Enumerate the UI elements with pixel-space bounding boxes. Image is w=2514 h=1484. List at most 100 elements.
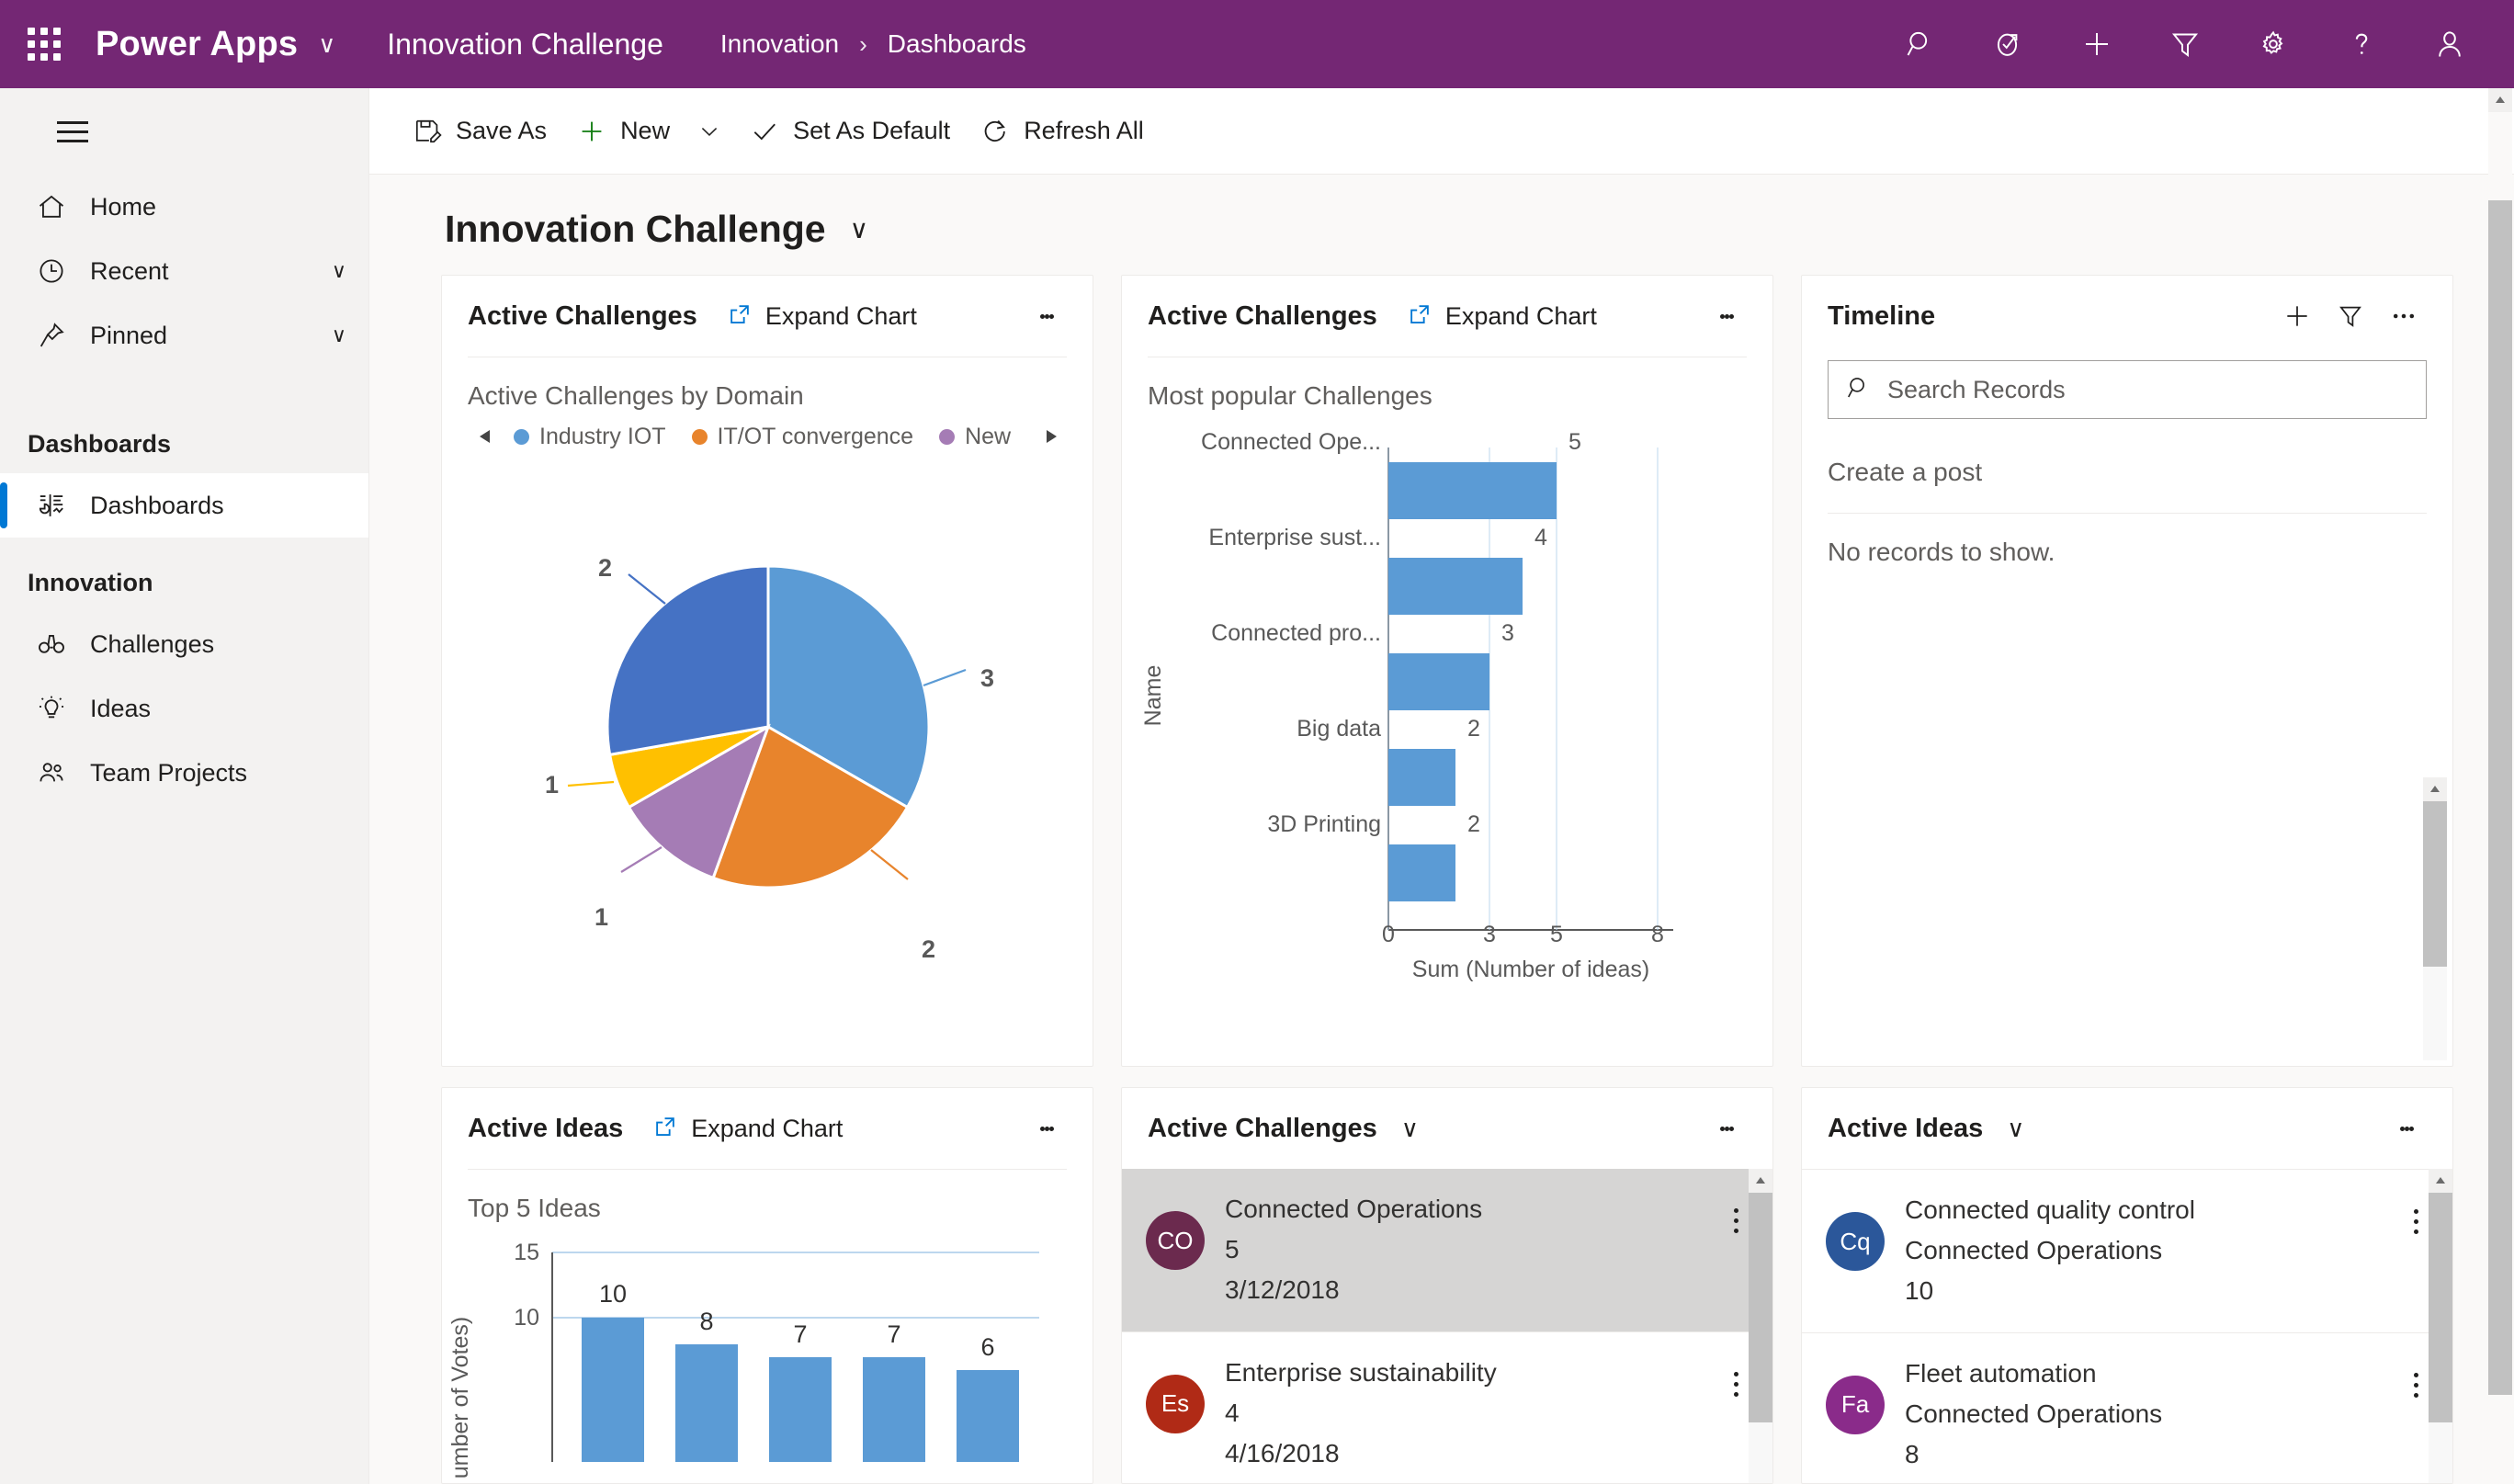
horizontal-bar-chart[interactable]: Name Connected Ope... Enterprise sust...… <box>1122 411 1772 1054</box>
page-scrollbar[interactable] <box>2488 88 2512 1484</box>
table-row[interactable]: Es Enterprise sustainability 4 4/16/2018 <box>1122 1332 1772 1483</box>
timeline-scrollbar[interactable] <box>2423 777 2447 1060</box>
legend-prev-arrow-icon[interactable] <box>468 422 504 451</box>
sidebar-item-dashboards[interactable]: Dashboards <box>0 473 368 538</box>
row-more-options-button[interactable] <box>1717 1353 1754 1399</box>
scroll-up-arrow-icon[interactable] <box>1749 1169 1772 1193</box>
chevron-down-icon[interactable]: ∨ <box>331 323 346 346</box>
column-value-label: 8 <box>699 1308 714 1335</box>
scroll-up-arrow-icon[interactable] <box>2429 1169 2452 1193</box>
scrollbar-thumb[interactable] <box>1749 1193 1772 1422</box>
clock-icon <box>26 255 77 287</box>
scrollbar-thumb[interactable] <box>2488 200 2512 1395</box>
command-bar: Save As New Set As Default <box>369 88 2514 175</box>
bar-3 <box>1388 653 1489 710</box>
legend-item[interactable]: IT/OT convergence <box>691 424 913 450</box>
gear-icon[interactable] <box>2229 0 2317 88</box>
column-value-label: 6 <box>980 1333 995 1361</box>
quick-assist-icon[interactable] <box>1965 0 2053 88</box>
breadcrumb-item-innovation[interactable]: Innovation <box>719 29 840 58</box>
legend-item[interactable]: Industry IOT <box>514 424 666 450</box>
plus-icon[interactable] <box>2271 289 2324 343</box>
scrollbar-thumb[interactable] <box>2423 801 2447 967</box>
save-as-button[interactable]: Save As <box>397 100 561 163</box>
filter-icon[interactable] <box>2141 0 2229 88</box>
refresh-all-button[interactable]: Refresh All <box>965 100 1159 163</box>
idea-parent: Connected Operations <box>1905 1399 2163 1428</box>
expand-chart-button[interactable]: Expand Chart <box>1407 301 1597 332</box>
card-more-options-button[interactable] <box>2383 1100 2430 1157</box>
card-more-options-button[interactable] <box>1703 288 1750 345</box>
legend-next-arrow-icon[interactable] <box>1032 422 1069 451</box>
chevron-down-icon[interactable]: ∨ <box>331 259 346 282</box>
row-content: Connected quality control Connected Oper… <box>1905 1190 2397 1312</box>
expand-chart-button[interactable]: Expand Chart <box>727 301 917 332</box>
card-header: Active Ideas ∨ <box>1802 1088 2452 1169</box>
search-icon[interactable] <box>1876 0 1965 88</box>
pie-chart-svg <box>567 564 967 889</box>
app-shell: Home Recent ∨ Pinned ∨ Dashboards <box>0 88 2514 1484</box>
chevron-down-icon[interactable]: ∨ <box>318 29 336 58</box>
row-more-options-button[interactable] <box>2397 1190 2434 1237</box>
row-more-options-button[interactable] <box>1717 1189 1754 1236</box>
avatar: Fa <box>1826 1375 1885 1434</box>
brand-label: Power Apps <box>96 24 299 63</box>
view-selector-chevron-down-icon[interactable]: ∨ <box>2007 1114 2025 1142</box>
pie-chart[interactable]: 3 2 1 1 2 <box>442 451 1093 1021</box>
row-more-options-button[interactable] <box>2397 1354 2434 1400</box>
new-label: New <box>620 117 671 144</box>
ellipsis-icon[interactable] <box>2377 289 2430 343</box>
card-more-options-button[interactable] <box>1023 1100 1070 1157</box>
breadcrumb-separator-icon: › <box>859 29 867 58</box>
table-row[interactable]: CO Connected Operations 5 3/12/2018 <box>1122 1169 1772 1332</box>
list-item[interactable]: Cq Connected quality control Connected O… <box>1802 1169 2452 1333</box>
sidebar-item-recent[interactable]: Recent ∨ <box>0 239 368 303</box>
scroll-up-arrow-icon[interactable] <box>2488 88 2512 112</box>
column-chart[interactable]: umber of Votes) 15 10 10 8 7 7 6 <box>442 1223 1093 1480</box>
sidebar-item-ideas[interactable]: Ideas <box>0 676 368 741</box>
sidebar-item-home[interactable]: Home <box>0 175 368 239</box>
create-post-label[interactable]: Create a post <box>1828 458 1983 486</box>
sidebar-toggle-button[interactable] <box>0 88 368 175</box>
bar-category-label: Enterprise sust... <box>1208 525 1381 550</box>
set-as-default-button[interactable]: Set As Default <box>734 100 965 163</box>
list-scrollbar[interactable] <box>2429 1169 2452 1483</box>
search-input[interactable] <box>1887 375 2409 404</box>
expand-chart-label: Expand Chart <box>691 1114 844 1142</box>
sidebar-item-team-projects[interactable]: Team Projects <box>0 741 368 805</box>
bar-1 <box>1388 462 1557 519</box>
breadcrumb-item-dashboards[interactable]: Dashboards <box>887 29 1026 58</box>
help-icon[interactable] <box>2317 0 2406 88</box>
scroll-up-arrow-icon[interactable] <box>2423 777 2447 801</box>
app-launcher-button[interactable] <box>0 0 88 88</box>
expand-chart-button[interactable]: Expand Chart <box>652 1114 843 1144</box>
card-more-options-button[interactable] <box>1023 288 1070 345</box>
filter-icon[interactable] <box>2324 289 2377 343</box>
x-axis-tick: 5 <box>1550 922 1563 947</box>
view-selector-chevron-down-icon[interactable]: ∨ <box>1400 1114 1419 1142</box>
pie-data-label: 3 <box>980 664 995 692</box>
new-dropdown-chevron-down-icon[interactable] <box>685 100 734 163</box>
sidebar-item-challenges[interactable]: Challenges <box>0 612 368 676</box>
card-active-challenges-bar: Active Challenges Expand Chart Most popu… <box>1121 275 1773 1067</box>
plus-icon[interactable] <box>2053 0 2141 88</box>
page-title-chevron-down-icon[interactable]: ∨ <box>849 215 869 244</box>
scrollbar-thumb[interactable] <box>2429 1193 2452 1422</box>
new-button[interactable]: New <box>561 100 685 163</box>
list-item[interactable]: Fa Fleet automation Connected Operations… <box>1802 1333 2452 1483</box>
hamburger-icon <box>57 120 88 142</box>
main-content: Save As New Set As Default <box>369 88 2514 1484</box>
list-scrollbar[interactable] <box>1749 1169 1772 1483</box>
legend-item[interactable]: New <box>939 424 1011 450</box>
sidebar-group-title-dashboards: Dashboards <box>28 430 172 458</box>
timeline-search-box[interactable] <box>1828 360 2427 419</box>
row-content: Fleet automation Connected Operations 8 <box>1905 1354 2397 1476</box>
sidebar-item-pinned[interactable]: Pinned ∨ <box>0 303 368 368</box>
card-more-options-button[interactable] <box>1703 1100 1750 1157</box>
bar-chart-svg: Name <box>1140 447 1673 931</box>
column-value-label: 7 <box>887 1320 901 1348</box>
pin-icon <box>26 320 77 351</box>
sidebar-group-title-innovation: Innovation <box>28 569 153 596</box>
account-icon[interactable] <box>2406 0 2494 88</box>
pie-slice-1 <box>766 564 931 810</box>
